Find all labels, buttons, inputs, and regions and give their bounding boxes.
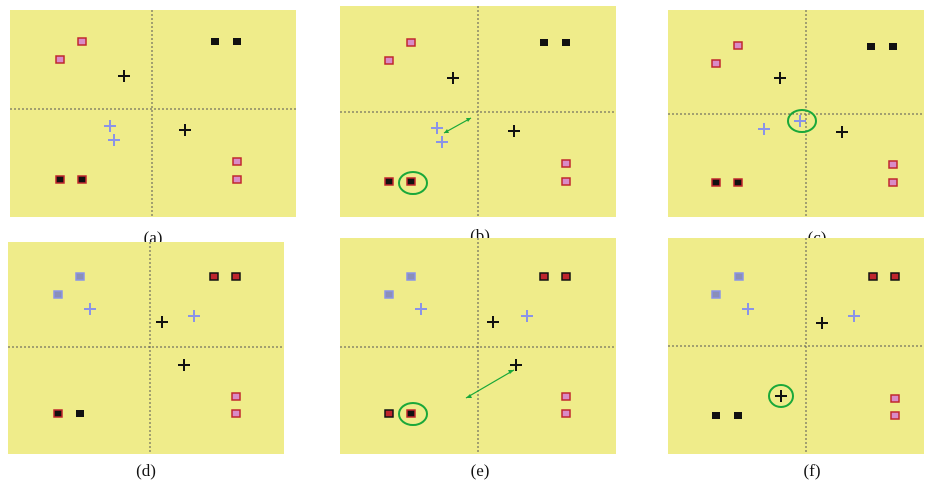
highlight-circle	[398, 171, 428, 195]
pink-square-marker	[888, 160, 898, 169]
slate-square-marker	[384, 290, 394, 299]
black-plus-marker	[816, 317, 828, 329]
black-plus-marker	[508, 125, 520, 137]
black-plus-marker	[118, 70, 130, 82]
panel-e-caption: (e)	[470, 461, 490, 480]
lavender-plus-marker	[188, 310, 200, 322]
red-square-marker	[868, 272, 878, 281]
red-square-marker	[561, 272, 571, 281]
panel-f-diagram	[668, 238, 924, 454]
move-arrow-head	[508, 370, 514, 374]
black-square-marker	[406, 409, 416, 418]
lavender-plus-marker	[758, 123, 770, 135]
black-square-marker	[53, 409, 63, 418]
pink-square-marker	[561, 177, 571, 186]
lavender-plus-marker	[848, 310, 860, 322]
move-arrow	[465, 369, 515, 399]
panel-f-caption: (f)	[803, 461, 821, 480]
black-plus-marker	[179, 124, 191, 136]
lavender-plus-marker	[794, 115, 806, 127]
lavender-plus-marker	[436, 136, 448, 148]
pink-square-marker	[561, 159, 571, 168]
panel-d-caption: (d)	[136, 461, 156, 480]
pink-square-marker	[384, 56, 394, 65]
pink-square-marker	[55, 55, 65, 64]
black-square-marker	[76, 410, 84, 417]
pink-square-marker	[888, 178, 898, 187]
black-square-marker	[562, 39, 570, 46]
lavender-plus-marker	[108, 134, 120, 146]
highlight-circle	[768, 384, 794, 408]
black-plus-marker	[774, 72, 786, 84]
pink-square-marker	[77, 37, 87, 46]
black-square-marker	[712, 412, 720, 419]
slate-square-marker	[406, 272, 416, 281]
black-square-marker	[77, 175, 87, 184]
pink-square-marker	[232, 157, 242, 166]
black-square-marker	[211, 38, 219, 45]
move-arrow-tail	[466, 394, 472, 398]
move-arrow-tail	[444, 129, 449, 133]
black-square-marker	[867, 43, 875, 50]
red-square-marker	[209, 272, 219, 281]
pink-square-marker	[733, 41, 743, 50]
black-square-marker	[889, 43, 897, 50]
black-plus-marker	[447, 72, 459, 84]
pink-square-marker	[890, 411, 900, 420]
lavender-plus-marker	[84, 303, 96, 315]
panel-c-diagram	[668, 10, 924, 217]
black-plus-marker	[510, 359, 522, 371]
black-square-marker	[233, 38, 241, 45]
lavender-plus-marker	[415, 303, 427, 315]
panel-a-diagram	[10, 10, 296, 217]
panel-e	[340, 238, 616, 454]
black-square-marker	[734, 412, 742, 419]
highlight-circle	[398, 402, 428, 426]
lavender-plus-marker	[742, 303, 754, 315]
lavender-plus-marker	[521, 310, 533, 322]
panel-b	[340, 6, 616, 217]
slate-square-marker	[53, 290, 63, 299]
pink-square-marker	[231, 392, 241, 401]
black-square-marker	[540, 39, 548, 46]
move-arrow	[443, 117, 472, 134]
red-square-marker	[384, 409, 394, 418]
black-square-marker	[406, 177, 416, 186]
panel-f	[668, 238, 924, 454]
panel-c	[668, 10, 924, 217]
black-plus-marker	[775, 390, 787, 402]
panel-d	[8, 242, 284, 454]
red-square-marker	[890, 272, 900, 281]
pink-square-marker	[890, 394, 900, 403]
pink-square-marker	[231, 409, 241, 418]
highlight-circle	[787, 109, 817, 133]
black-square-marker	[711, 178, 721, 187]
pink-square-marker	[406, 38, 416, 47]
black-square-marker	[733, 178, 743, 187]
black-plus-marker	[836, 126, 848, 138]
slate-square-marker	[711, 290, 721, 299]
move-arrow-head	[466, 118, 471, 122]
panel-d-diagram	[8, 242, 284, 454]
lavender-plus-marker	[104, 120, 116, 132]
black-square-marker	[384, 177, 394, 186]
pink-square-marker	[232, 175, 242, 184]
red-square-marker	[539, 272, 549, 281]
panel-a	[10, 10, 296, 217]
slate-square-marker	[75, 272, 85, 281]
black-plus-marker	[178, 359, 190, 371]
panel-e-diagram	[340, 238, 616, 454]
black-plus-marker	[156, 316, 168, 328]
pink-square-marker	[561, 392, 571, 401]
red-square-marker	[231, 272, 241, 281]
pink-square-marker	[711, 59, 721, 68]
black-plus-marker	[487, 316, 499, 328]
pink-square-marker	[561, 409, 571, 418]
lavender-plus-marker	[431, 122, 443, 134]
panel-b-diagram	[340, 6, 616, 217]
black-square-marker	[55, 175, 65, 184]
slate-square-marker	[734, 272, 744, 281]
